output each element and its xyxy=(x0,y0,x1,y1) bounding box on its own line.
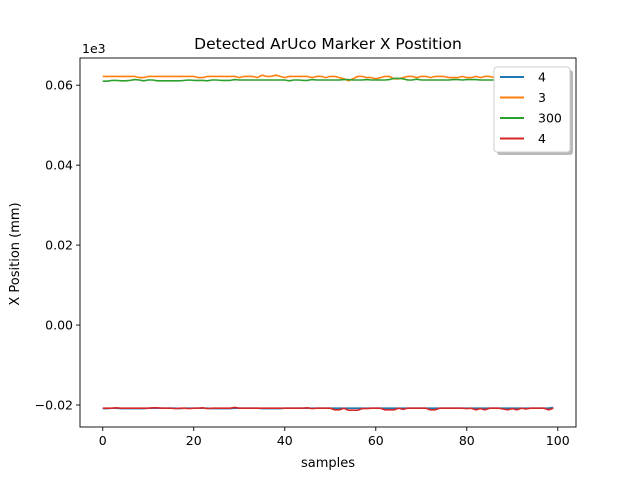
series-line-3 xyxy=(102,406,554,412)
legend-label: 300 xyxy=(538,111,562,126)
y-tick-label: 0.06 xyxy=(45,78,73,93)
x-tick-label: 60 xyxy=(368,433,384,448)
series-line-2 xyxy=(102,77,554,82)
y-tick-label: −0.02 xyxy=(35,398,73,413)
legend-label: 4 xyxy=(538,70,546,85)
y-tick-label: 0.00 xyxy=(45,318,73,333)
legend-label: 3 xyxy=(538,90,546,105)
x-tick-label: 40 xyxy=(277,433,293,448)
plot-frame xyxy=(79,57,577,428)
x-tick-label: 80 xyxy=(459,433,475,448)
y-axis-label: X Position (mm) xyxy=(8,202,23,305)
legend: 4 3 300 4 xyxy=(493,66,573,155)
legend-box xyxy=(493,66,571,153)
y-tick-label: 0.04 xyxy=(45,158,73,173)
series-lines xyxy=(102,74,554,412)
series-line-1 xyxy=(102,74,554,82)
y-tick-label: 0.02 xyxy=(45,238,73,253)
x-tick-label: 20 xyxy=(186,433,202,448)
x-tick-label: 0 xyxy=(99,433,107,448)
y-axis-offset-label: 1e3 xyxy=(82,41,106,56)
x-axis-label: samples xyxy=(301,456,355,471)
chart-title: Detected ArUco Marker X Postition xyxy=(194,35,462,53)
series-layer xyxy=(102,74,554,412)
legend-label: 4 xyxy=(538,131,546,146)
x-tick-label: 100 xyxy=(546,433,570,448)
axes-layer: 0 20 40 60 80 100 −0.02 0.00 0.02 0.04 0.06 xyxy=(35,57,577,448)
